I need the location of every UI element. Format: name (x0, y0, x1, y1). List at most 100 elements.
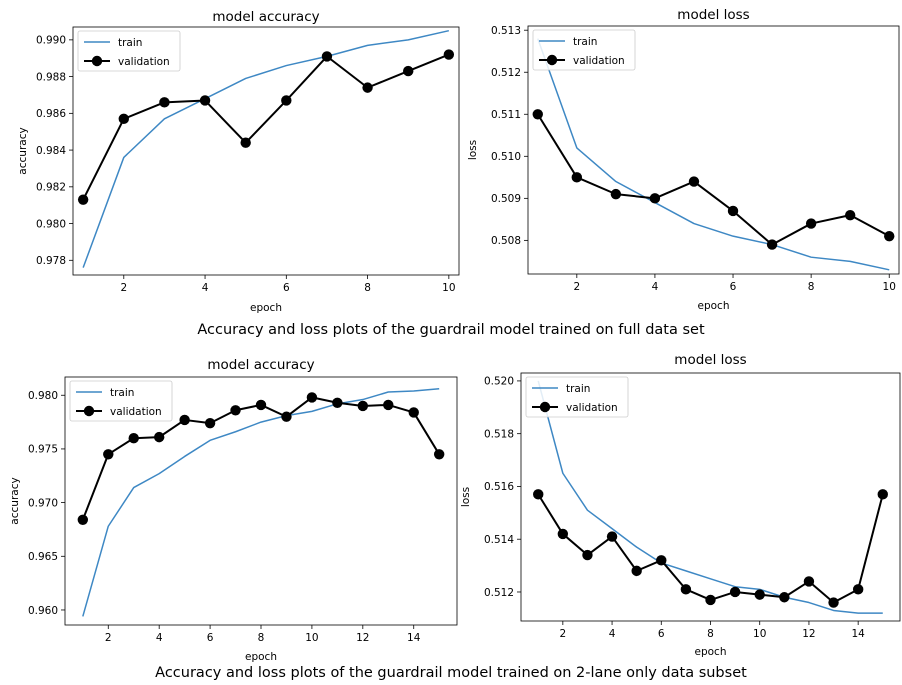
data-point-validation (255, 399, 267, 411)
data-point-validation (433, 449, 445, 460)
data-point-validation (179, 414, 190, 426)
y-tick-label: 0.960 (28, 605, 58, 617)
plot-frame (72, 26, 460, 276)
y-tick-label: 0.509 (491, 193, 521, 205)
x-tick-label: 10 (883, 281, 896, 293)
data-point-validation (705, 594, 716, 606)
x-tick-label: 2 (559, 628, 566, 640)
legend-label-train: train (573, 36, 597, 48)
x-tick-label: 12 (356, 632, 369, 644)
y-tick-label: 0.516 (484, 481, 514, 493)
series-line-validation (537, 493, 884, 604)
legend-label-validation: validation (118, 56, 170, 68)
data-point-validation (844, 209, 856, 221)
series-line-validation (536, 113, 890, 246)
data-point-validation (128, 432, 139, 444)
y-tick-label: 0.513 (491, 25, 521, 37)
y-tick-label: 0.965 (28, 551, 58, 563)
data-point-validation (779, 592, 790, 603)
x-tick-label: 6 (207, 632, 214, 644)
legend-label-train: train (110, 387, 134, 399)
legend-label-validation: validation (566, 402, 618, 414)
data-point-validation (408, 407, 419, 418)
data-point-validation (557, 528, 569, 540)
legend-marker-validation (91, 55, 103, 67)
data-point-validation (680, 584, 692, 595)
x-tick-label: 6 (658, 628, 665, 640)
x-tick-label: 12 (802, 628, 815, 640)
legend-marker-validation (83, 405, 95, 417)
x-tick-label: 14 (851, 628, 865, 640)
chart-3: model accuracy 2 4 6 8 10 12 14 0.960 0.965 0.970 0… (9, 357, 458, 663)
chart-4: model loss 2 4 6 8 10 12 14 0.512 0.514 0.516 0.518… (460, 352, 901, 658)
y-tick-label: 0.978 (36, 255, 66, 267)
x-tick-label: 8 (258, 632, 265, 644)
data-point-validation (571, 172, 583, 183)
series-line-train (82, 29, 450, 268)
data-point-validation (362, 82, 373, 93)
data-point-validation (805, 218, 817, 229)
data-point-validation (321, 51, 333, 62)
data-point-validation (281, 95, 292, 106)
y-tick-label: 0.511 (491, 109, 521, 121)
data-point-validation (199, 95, 211, 106)
x-tick-label: 8 (707, 628, 714, 640)
y-tick-label: 0.984 (36, 145, 66, 157)
y-axis-label: accuracy (17, 127, 29, 174)
data-point-validation (103, 449, 114, 460)
chart-title: model loss (674, 352, 746, 368)
data-point-validation (656, 555, 667, 566)
legend-marker-validation (546, 54, 558, 66)
y-tick-label: 0.512 (484, 587, 514, 599)
data-point-validation (828, 597, 839, 608)
y-tick-label: 0.520 (484, 376, 514, 388)
legend-marker-validation (539, 401, 551, 413)
data-point-validation (606, 531, 618, 542)
y-tick-label: 0.980 (28, 390, 58, 402)
x-tick-label: 2 (105, 632, 112, 644)
series-line-train (537, 38, 890, 271)
legend-label-validation: validation (110, 406, 162, 418)
y-tick-label: 0.512 (491, 67, 521, 79)
x-tick-label: 4 (202, 282, 209, 294)
data-point-validation (357, 400, 369, 412)
data-point-validation (153, 431, 165, 443)
data-point-validation (884, 230, 895, 242)
caption-top: Accuracy and loss plots of the guardrail… (197, 322, 705, 338)
data-point-validation (230, 405, 241, 416)
y-tick-label: 0.514 (484, 534, 514, 546)
chart-title: model accuracy (212, 9, 319, 25)
y-axis-label: loss (467, 140, 479, 160)
data-point-validation (240, 137, 251, 148)
chart-title: model accuracy (207, 357, 314, 373)
series-line-validation (82, 53, 450, 201)
x-tick-label: 8 (808, 281, 815, 293)
y-axis-label: accuracy (9, 477, 21, 524)
x-tick-label: 4 (652, 281, 659, 293)
data-point-validation (729, 586, 741, 598)
data-point-validation (688, 176, 700, 187)
data-point-validation (77, 194, 89, 205)
data-point-validation (766, 239, 778, 250)
data-point-validation (332, 397, 343, 408)
chart-1: model accuracy 2 4 6 8 10 0.978 0.980 0.982 0.984… (17, 9, 460, 314)
x-tick-label: 10 (305, 632, 318, 644)
y-axis-label: loss (460, 487, 472, 507)
chart-title: model loss (677, 7, 749, 23)
x-tick-label: 10 (442, 282, 455, 294)
data-point-validation (204, 417, 216, 429)
data-point-validation (281, 411, 292, 422)
x-tick-label: 8 (364, 282, 371, 294)
y-tick-label: 0.982 (36, 182, 66, 194)
data-point-validation (383, 399, 394, 411)
series-line-train (537, 380, 883, 614)
data-point-validation (727, 205, 739, 217)
chart-2: model loss 2 4 6 8 10 0.508 0.509 0.510 0.511 0.51… (467, 7, 900, 312)
data-point-validation (403, 65, 414, 77)
data-point-validation (803, 576, 815, 587)
x-tick-label: 6 (730, 281, 737, 293)
data-point-validation (159, 97, 170, 108)
data-point-validation (77, 514, 89, 525)
x-axis-label: epoch (250, 302, 282, 314)
